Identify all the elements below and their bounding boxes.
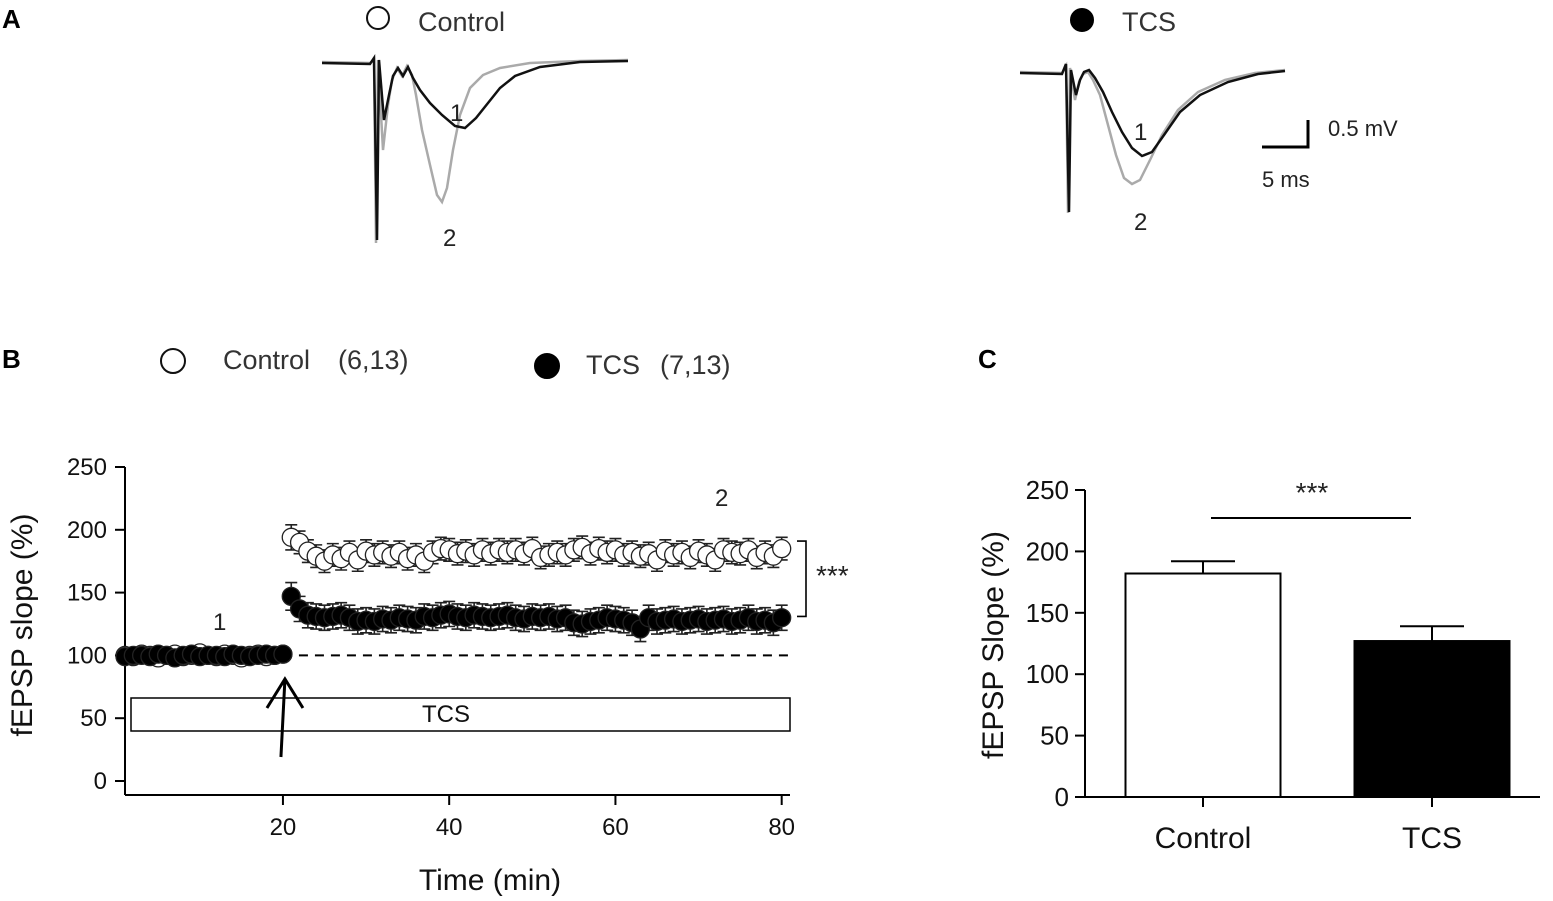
panel-b-drug-bar-label: TCS [422,701,470,728]
panel-c-category-tcs: TCS [1402,822,1462,855]
panel-b-legend: Control (6,13) TCS (7,13) [160,345,731,380]
panel-b-x-tick-label: 40 [436,814,463,841]
legend-control-name: Control [223,345,310,375]
panel-b-data-point-tcs [273,644,293,664]
panel-b-y-tick-label: 100 [67,642,107,669]
panel-c-y-tick-label: 250 [1026,475,1069,505]
panel-c-y-tick-label: 200 [1026,536,1069,566]
panel-b-timepoint-label-1: 1 [213,609,226,636]
panel-b-series-tcs [115,581,792,668]
control-open-circle-icon [366,6,390,30]
panel-b-data-point-control [772,538,792,559]
panel-c-y-tick-label: 150 [1026,598,1069,628]
panel-c-error-bar [1400,625,1464,642]
panel-b-y-tick-label: 200 [67,517,107,544]
panel-c-y-tick-label: 50 [1040,721,1069,751]
panel-b-y-tick-label: 50 [80,705,107,732]
panel-c-category-control: Control [1155,822,1252,855]
panel-c-y-tick-label: 100 [1026,659,1069,689]
legend-control-n: (6,13) [338,345,409,375]
panel-b-data-point-tcs [772,608,792,628]
panel-b-y-tick-label: 150 [67,580,107,607]
scale-bar-time-label: 5 ms [1262,167,1310,192]
panel-b-letter: B [2,344,21,374]
control-trace-post [321,57,629,244]
panel-b-significance-bracket [797,540,807,618]
panel-b-significance: *** [816,560,849,591]
panel-b-y-tick-label: 0 [94,768,107,795]
control-trace-baseline [321,53,629,241]
legend-tcs-n: (7,13) [660,350,731,380]
panel-c-significance: *** [1296,477,1329,508]
panel-b-timepoint-label-2: 2 [715,485,728,512]
panel-c-bar-chart: 0 50 100 150 200 250 [1026,475,1540,812]
scale-bar [1262,120,1310,149]
panel-b-time-course-chart: 0 50 100 150 200 250 20 40 60 80 [67,454,807,841]
panel-a-tcs-traces: TCS 1 2 0.5 mV 5 ms [1019,7,1398,236]
legend-control-open-circle-icon [160,348,186,374]
panel-b-x-tick-label: 60 [602,814,629,841]
panel-b-y-axis-title: fEPSP slope (%) [6,514,39,737]
tcs-trace-label-1: 1 [1134,119,1147,146]
panel-a-control-traces: Control 1 2 [321,6,629,252]
panel-b-series-control [115,523,792,668]
panel-b-x-tick-label: 80 [768,814,795,841]
legend-tcs-name: TCS [586,350,640,380]
tcs-filled-circle-icon [1070,8,1094,32]
panel-b-hfs-arrow-icon [265,676,305,758]
control-trace-label-1: 1 [450,100,463,127]
legend-tcs-filled-circle-icon [534,353,560,379]
control-trace-label-2: 2 [443,225,456,252]
panel-c-y-axis-title: fEPSP Slope (%) [977,531,1010,759]
panel-c-bar-tcs [1353,640,1511,798]
panel-b-x-axis-title: Time (min) [419,864,561,897]
panel-a-letter: A [2,4,21,34]
panel-c-y-tick-label: 0 [1055,782,1069,812]
panel-b-drug-bar [130,697,791,732]
scale-bar-voltage-label: 0.5 mV [1328,116,1398,141]
panel-c-bar-control [1124,572,1282,799]
panel-b-x-tick-label: 20 [270,814,297,841]
panel-b-y-tick-label: 250 [67,454,107,481]
panel-a-control-legend: Control [418,7,505,37]
panel-c-error-bar [1171,560,1235,574]
tcs-trace-label-2: 2 [1134,209,1147,236]
panel-c-letter: C [978,344,997,374]
panel-a-tcs-legend: TCS [1122,7,1176,37]
tcs-trace-baseline [1019,63,1286,213]
tcs-trace-post [1019,61,1286,214]
